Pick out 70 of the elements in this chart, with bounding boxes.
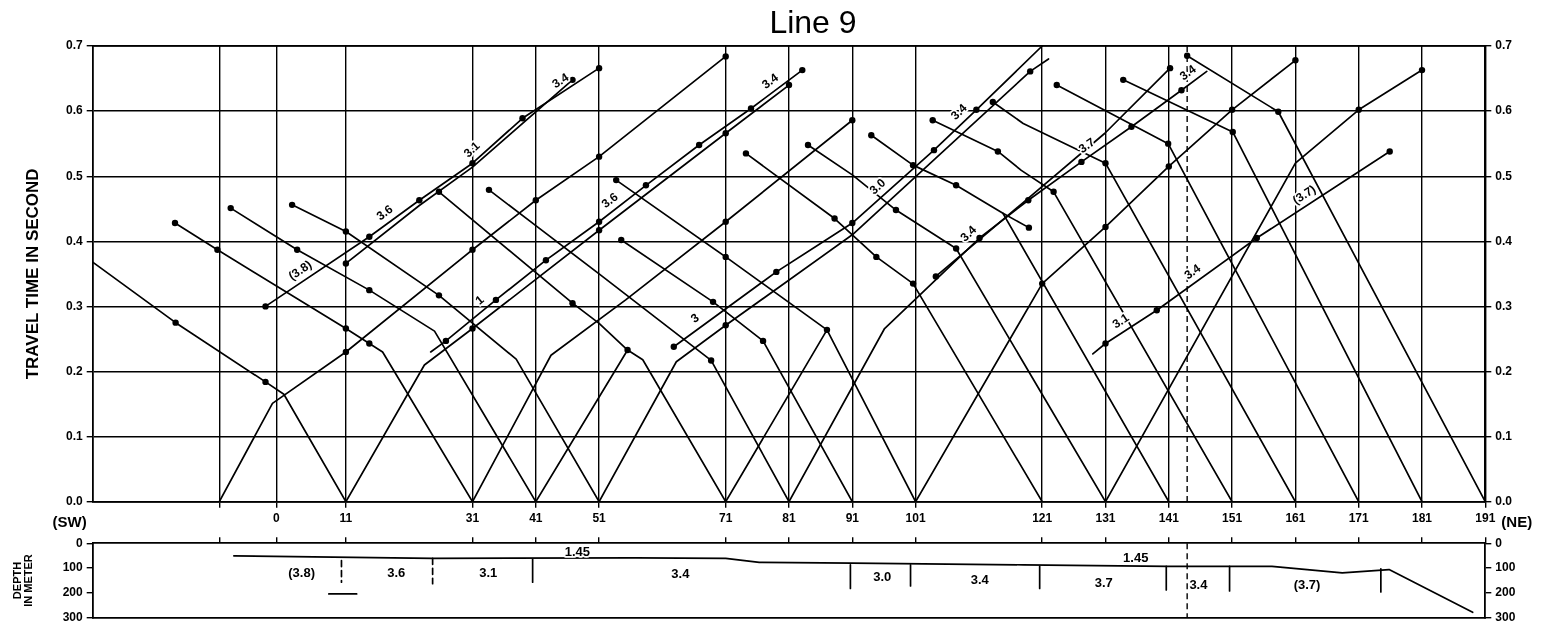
x-tick-label: 0 (272, 511, 280, 526)
x-tick-label: 171 (1348, 511, 1370, 526)
y2-tick-label: 0.2 (1495, 363, 1513, 378)
x-tick-label: 81 (782, 511, 796, 526)
annotation: 3.7 (1094, 575, 1113, 591)
y-tick-label: 0.1 (66, 428, 84, 443)
x-tick-label: 191 (1475, 511, 1496, 526)
y-tick-label: 100 (62, 560, 84, 575)
x-tick-label: 181 (1411, 511, 1433, 526)
annotation: 3.6 (387, 564, 406, 580)
x-tick-label: 161 (1285, 511, 1306, 526)
annotation: 3.0 (873, 569, 892, 585)
x-tick-label: 131 (1095, 511, 1116, 526)
x-tick-label: 41 (529, 511, 543, 526)
y-tick-label: 300 (62, 610, 84, 625)
text: (SW) (52, 512, 87, 530)
x-tick-label: 11 (339, 511, 353, 526)
x-tick-label: 141 (1158, 511, 1180, 526)
y2-tick-label: 0.5 (1495, 168, 1513, 183)
annotation: 1.45 (564, 543, 590, 559)
text: (NE) (1501, 512, 1533, 530)
annotation: 3.0 (866, 175, 889, 198)
annotation: 1.45 (1123, 549, 1149, 565)
annotation: 3.4 (1189, 577, 1209, 593)
y2-tick-label: 0.4 (1495, 233, 1513, 248)
y2-tick-label: 300 (1495, 610, 1516, 625)
annotation: (3.7) (1293, 577, 1321, 593)
annotation: 3.4 (1181, 260, 1204, 283)
x-tick-label: 71 (719, 511, 733, 526)
y-tick-label: 0.7 (66, 38, 84, 53)
y2-tick-label: 100 (1495, 560, 1516, 575)
y2-tick-label: 0.6 (1495, 103, 1513, 118)
annotation: 3.4 (549, 70, 572, 92)
annotation: 3.4 (671, 566, 691, 582)
chart-title: Line 9 (768, 4, 858, 40)
annotation: 3.1 (460, 138, 483, 161)
x-tick-label: 121 (1032, 511, 1053, 526)
annotation: (3.8) (288, 564, 315, 580)
annotation: 3.4 (957, 222, 980, 245)
x-tick-label: 151 (1222, 511, 1243, 526)
x-tick-label: 31 (465, 511, 480, 526)
x-tick-label: 51 (592, 511, 607, 526)
y-tick-label: 0.4 (66, 233, 84, 248)
annotation: 3.4 (1176, 61, 1199, 84)
annotation: 3.4 (948, 100, 970, 123)
x-tick-label: 91 (845, 511, 860, 526)
y-tick-label: 0.5 (66, 168, 84, 183)
annotation: 3.6 (598, 189, 621, 211)
y-axis-title: TRAVEL TIME IN SECOND (23, 168, 43, 380)
y-tick-label: 0.0 (66, 494, 84, 509)
y2-tick-label: 0 (1495, 535, 1503, 550)
y-tick-label: 200 (62, 585, 84, 600)
y2-tick-label: 0.0 (1495, 494, 1513, 509)
annotation: 3.6 (373, 201, 396, 224)
annotation: 3.4 (759, 70, 782, 92)
annotation: 3.4 (970, 572, 990, 588)
annotation: 3.1 (479, 564, 498, 580)
y2-tick-label: 0.7 (1495, 38, 1513, 53)
y2-tick-label: 0.1 (1495, 428, 1513, 443)
y-tick-label: 0.3 (66, 298, 84, 313)
y-tick-label: 0.6 (66, 103, 84, 118)
y-tick-label: 0 (76, 535, 84, 550)
y2-tick-label: 0.3 (1495, 298, 1513, 313)
x-tick-label: 101 (905, 511, 926, 526)
annotation: 3.1 (1109, 310, 1132, 332)
y2-tick-label: 200 (1495, 585, 1516, 600)
y-axis-title: DEPTH IN METER (10, 554, 34, 607)
annotation: 1 (472, 292, 487, 308)
y-tick-label: 0.2 (66, 363, 84, 378)
annotation: 3 (687, 310, 702, 326)
